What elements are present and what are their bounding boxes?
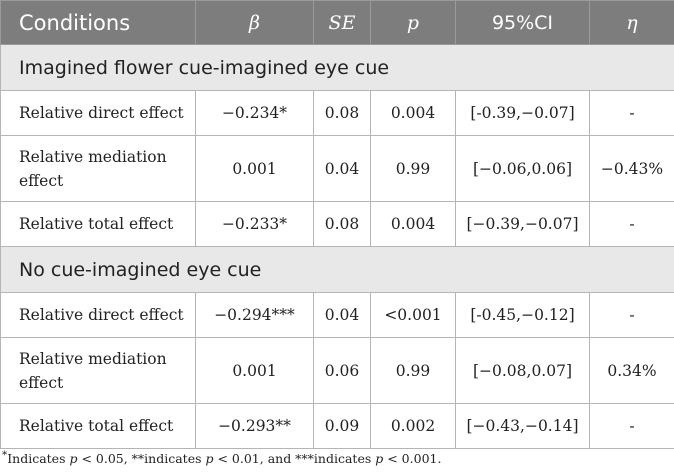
table-row: Relative direct effect −0.234* 0.08 0.00… [0,90,674,136]
cell-ci: [-0.39,−0.07] [455,90,590,136]
cell-se: 0.08 [313,201,371,247]
header-ci: 95%CI [455,0,590,45]
footnote-p-1: p [69,451,78,467]
row-label: Relative mediation effect [0,135,196,202]
group-title: No cue-imagined eye cue [0,246,674,293]
cell-eta: 0.34% [589,337,674,404]
cell-ci: [−0.43,−0.14] [455,403,590,449]
cell-eta: - [589,403,674,449]
cell-beta: 0.001 [195,337,314,404]
cell-se: 0.06 [313,337,371,404]
header-conditions: Conditions [0,0,196,45]
row-label: Relative mediation effect [0,337,196,404]
header-beta: β [195,0,314,45]
cell-se: 0.09 [313,403,371,449]
cell-eta: - [589,201,674,247]
footnote-text-1: Indicates [7,451,70,467]
cell-beta: −0.293** [195,403,314,449]
row-label: Relative direct effect [0,90,196,136]
group-row: No cue-imagined eye cue [0,246,674,293]
cell-se: 0.08 [313,90,371,136]
cell-ci: [−0.08,0.07] [455,337,590,404]
table-row: Relative total effect −0.293** 0.09 0.00… [0,403,674,449]
cell-se: 0.04 [313,135,371,202]
cell-p: 0.002 [370,403,456,449]
cell-beta: −0.234* [195,90,314,136]
cell-beta: −0.294*** [195,292,314,338]
cell-ci: [−0.06,0.06] [455,135,590,202]
cell-p: <0.001 [370,292,456,338]
header-se: SE [313,0,371,45]
header-p: p [370,0,456,45]
table-row: Relative mediation effect 0.001 0.04 0.9… [0,135,674,202]
row-label: Relative total effect [0,201,196,247]
footnote-p-2: p [205,451,214,467]
cell-eta: - [589,90,674,136]
cell-eta: −0.43% [589,135,674,202]
cell-se: 0.04 [313,292,371,338]
header-eta: η [589,0,674,45]
footnote-text-3: < 0.01, and ***indicates [213,451,376,467]
header-row: Conditions β SE p 95%CI η [0,0,674,45]
cell-eta: - [589,292,674,338]
footnote-text-2: < 0.05, **indicates [77,451,206,467]
footnote-asterisk: * [2,449,8,461]
group-title: Imagined flower cue-imagined eye cue [0,44,674,91]
table-row: Relative direct effect −0.294*** 0.04 <0… [0,292,674,338]
footnote-p-3: p [375,451,384,467]
cell-p: 0.004 [370,201,456,247]
cell-p: 0.004 [370,90,456,136]
cell-p: 0.99 [370,337,456,404]
table-footnote: *Indicates p < 0.05, **indicates p < 0.0… [2,449,672,466]
cell-beta: 0.001 [195,135,314,202]
results-table: Conditions β SE p 95%CI η Imagined flowe… [0,0,674,449]
table-row: Relative mediation effect 0.001 0.06 0.9… [0,337,674,404]
table-row: Relative total effect −0.233* 0.08 0.004… [0,201,674,247]
row-label: Relative total effect [0,403,196,449]
footnote-text-4: < 0.001. [383,451,442,467]
cell-beta: −0.233* [195,201,314,247]
group-row: Imagined flower cue-imagined eye cue [0,44,674,91]
cell-ci: [-0.45,−0.12] [455,292,590,338]
row-label: Relative direct effect [0,292,196,338]
cell-ci: [−0.39,−0.07] [455,201,590,247]
cell-p: 0.99 [370,135,456,202]
